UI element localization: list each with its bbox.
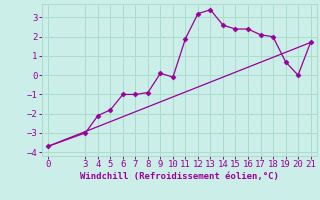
X-axis label: Windchill (Refroidissement éolien,°C): Windchill (Refroidissement éolien,°C) <box>80 172 279 181</box>
